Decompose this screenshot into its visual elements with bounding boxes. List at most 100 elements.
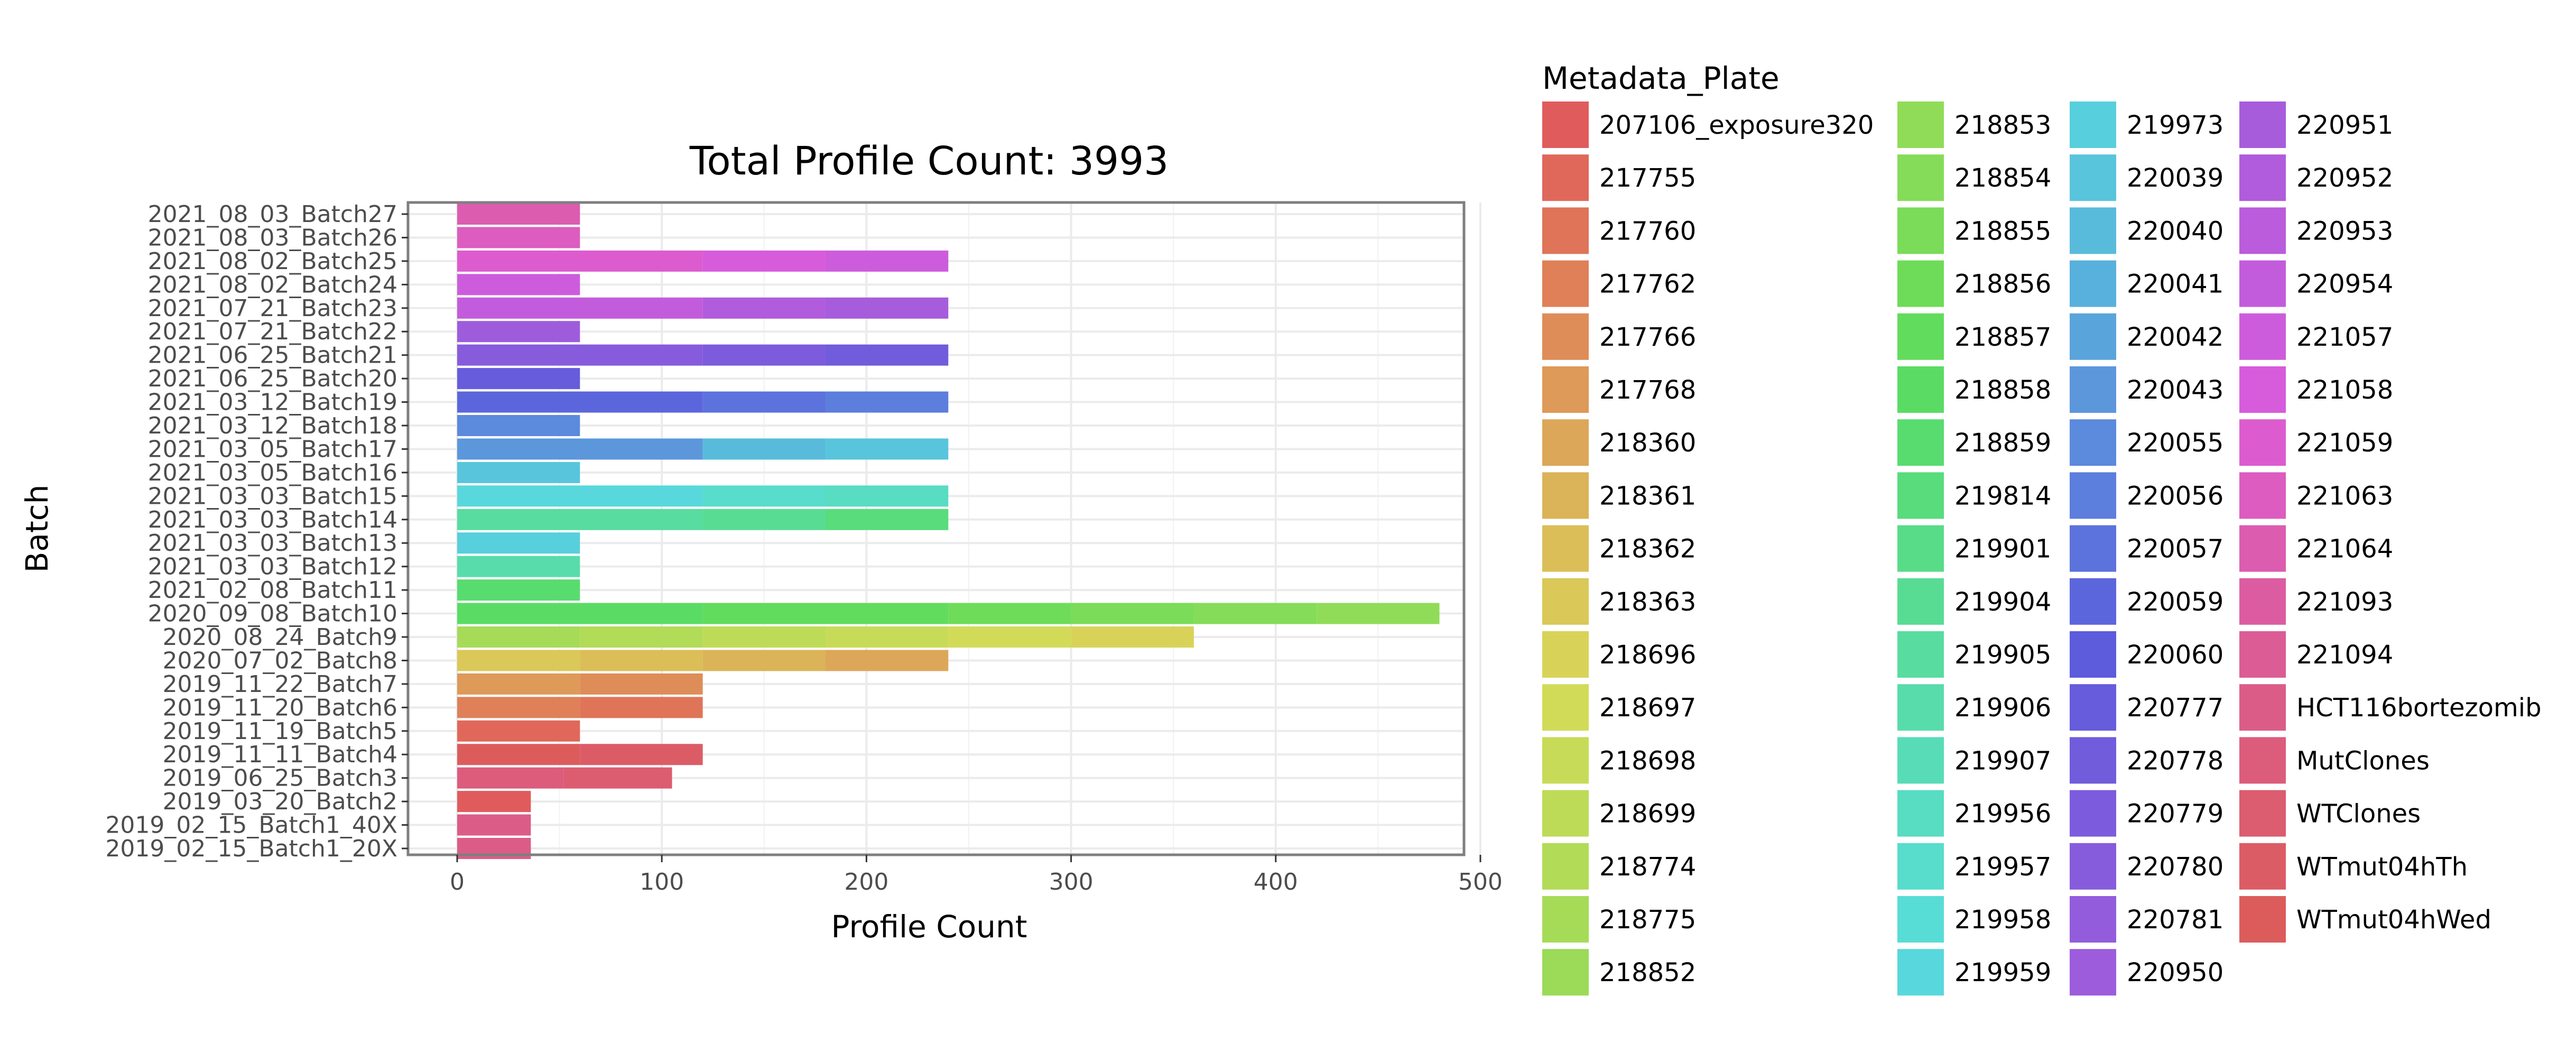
y-tick-label: 2021_03_03_Batch12 [148, 553, 397, 580]
y-tick-label: 2019_06_25_Batch3 [163, 765, 397, 792]
y-axis-title: Batch [19, 485, 55, 573]
legend-label: 220043 [2127, 375, 2223, 405]
legend-label: 219905 [1954, 640, 2051, 670]
bar-segment [457, 297, 703, 319]
bar-segment [825, 344, 949, 366]
bar-segment [457, 415, 580, 436]
y-tick-label: 2019_03_20_Batch2 [163, 788, 397, 815]
legend-swatch [1542, 419, 1589, 466]
legend-label: MutClones [2296, 746, 2430, 776]
legend-swatch [2239, 207, 2286, 254]
legend-label: 220953 [2296, 216, 2393, 246]
bar-segment [702, 250, 826, 272]
legend-label: 220950 [2127, 958, 2223, 987]
legend: Metadata_Plate 207106_exposure3202177552… [1542, 60, 2542, 996]
legend-swatch [2239, 843, 2286, 890]
legend-label: 218698 [1599, 746, 1696, 776]
bar-segment [457, 532, 580, 554]
bar-segment [580, 626, 703, 648]
legend-label: 218859 [1954, 428, 2051, 458]
y-tick-label: 2021_03_03_Batch13 [148, 530, 397, 557]
bar-segment [702, 297, 826, 319]
bar-segment [457, 603, 703, 624]
bar-segment [1071, 603, 1194, 624]
bar-segment [457, 556, 580, 577]
bar-segment [702, 603, 949, 624]
bar-segment [457, 344, 703, 366]
legend-swatch [1542, 207, 1589, 254]
x-tick-label: 300 [1049, 869, 1094, 896]
legend-label: 218857 [1954, 322, 2051, 352]
legend-swatch [1542, 366, 1589, 413]
legend-label: 220040 [2127, 216, 2223, 246]
bar-segment [702, 438, 826, 460]
legend-label: 220778 [2127, 746, 2223, 776]
legend-label: 221094 [2296, 640, 2393, 670]
bar-segment [457, 673, 580, 695]
legend-swatch [1897, 313, 1944, 360]
legend-label: 220954 [2296, 270, 2393, 299]
bar-segment [457, 579, 580, 601]
bar-segment [702, 485, 826, 507]
plot-panel [406, 201, 1481, 859]
legend-label: 219958 [1954, 905, 2051, 935]
legend-swatch [2239, 154, 2286, 201]
bar-segment [457, 697, 580, 718]
bar-segment [825, 297, 949, 319]
x-tick-label: 200 [844, 869, 888, 896]
x-axis-title: Profile Count [831, 909, 1027, 945]
legend-label: 220056 [2127, 481, 2223, 511]
legend-label: 219959 [1954, 958, 2051, 987]
bar-segment [580, 650, 703, 671]
legend-label: 221057 [2296, 322, 2393, 352]
legend-label: 219957 [1954, 852, 2051, 882]
x-tick-label: 400 [1254, 869, 1298, 896]
y-tick-label: 2019_11_11_Batch4 [163, 741, 397, 768]
legend-label: WTClones [2296, 799, 2421, 829]
legend-swatch [1542, 843, 1589, 890]
bar-segment [457, 509, 703, 530]
legend-swatch [1542, 472, 1589, 519]
legend-label: 219956 [1954, 799, 2051, 829]
bar-segment [825, 485, 949, 507]
legend-swatch [2239, 101, 2286, 148]
legend-swatch [2070, 949, 2116, 996]
legend-swatch [2070, 207, 2116, 254]
legend-swatch [1542, 631, 1589, 678]
legend-swatch [1897, 472, 1944, 519]
x-tick-label: 500 [1458, 869, 1503, 896]
legend-label: 220781 [2127, 905, 2223, 935]
legend-label: 221063 [2296, 481, 2393, 511]
legend-label: 220777 [2127, 693, 2223, 723]
legend-label: 207106_exposure320 [1599, 110, 1874, 140]
legend-swatch [1542, 260, 1589, 307]
legend-swatch [2070, 896, 2116, 943]
y-tick-label: 2021_03_05_Batch16 [148, 459, 397, 486]
y-tick-label: 2019_02_15_Batch1_20X [105, 835, 397, 862]
legend-label: 218363 [1599, 587, 1696, 617]
legend-swatch [2239, 578, 2286, 625]
legend-label: 218696 [1599, 640, 1696, 670]
y-tick-label: 2021_03_12_Batch18 [148, 412, 397, 439]
legend-swatch [1897, 843, 1944, 890]
legend-swatch [1897, 631, 1944, 678]
bar-segment [702, 626, 826, 648]
legend-swatch [2070, 684, 2116, 731]
legend-swatch [1897, 260, 1944, 307]
legend-swatch [2070, 525, 2116, 572]
bar-segment [457, 650, 580, 671]
bar-segment [457, 814, 531, 836]
legend-swatch [2070, 472, 2116, 519]
legend-swatch [2239, 525, 2286, 572]
x-axis-ticks: 0 100 200 300 400 500 [450, 855, 1503, 896]
legend-label: 220055 [2127, 428, 2223, 458]
bar-segment [580, 697, 703, 718]
bar-segment [702, 509, 826, 530]
bar-segment [1317, 603, 1440, 624]
legend-label: 218361 [1599, 481, 1696, 511]
legend-swatch [1897, 578, 1944, 625]
y-tick-label: 2021_07_21_Batch23 [148, 295, 397, 322]
bar-segment [1193, 603, 1317, 624]
bar-segment [580, 673, 703, 695]
bar-segment [457, 391, 703, 413]
